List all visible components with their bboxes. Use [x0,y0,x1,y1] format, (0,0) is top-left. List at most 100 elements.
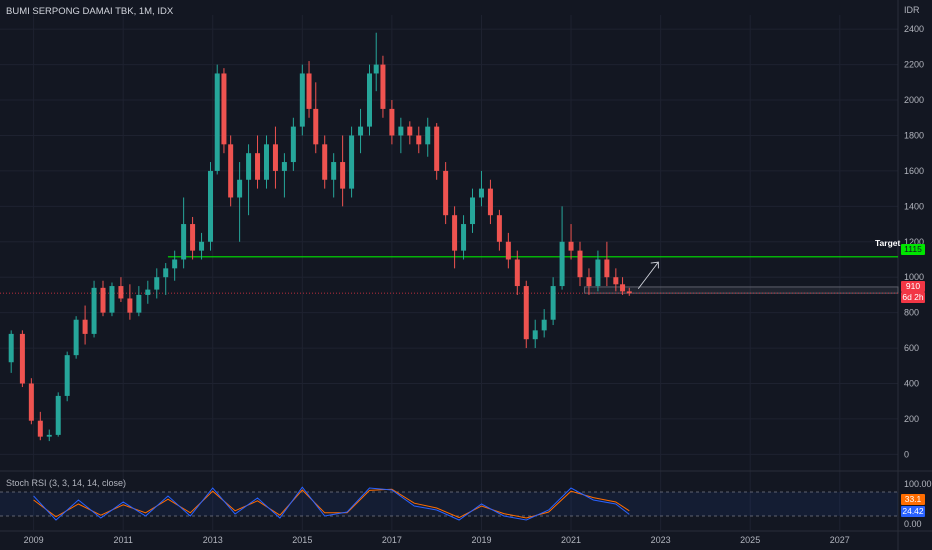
candle [237,162,243,242]
candle [8,330,14,373]
candle-body [91,287,97,334]
candle-body [425,126,431,145]
candle-body [416,135,422,145]
candle [626,287,632,296]
candle-body [586,277,592,287]
candle [100,280,106,317]
candle-body [306,73,312,109]
currency-label: IDR [904,5,920,15]
candle [272,126,278,189]
candle [221,68,227,154]
candle [255,135,261,189]
candle [496,209,502,251]
candle [389,100,395,145]
stoch-rsi-pane: 0.00 100.00 [0,479,932,529]
candle [91,280,97,338]
y-tick-label: 0 [904,449,909,459]
y-tick-label: 1200 [904,237,924,247]
candle [181,197,187,269]
y-tick-label: 200 [904,414,919,424]
candle [434,123,440,180]
candle-body [28,383,34,421]
candle-body [496,215,502,242]
x-tick-label: 2011 [113,535,132,545]
candle [487,179,493,225]
candle-body [340,162,346,189]
y-tick-label: 1400 [904,201,924,211]
candle [19,330,25,388]
candle-body [313,108,319,145]
candle [358,108,364,154]
candle-body [172,259,178,269]
candle [461,215,467,260]
candle-body [541,319,547,331]
stoch-d-badge: 33.1 [901,494,925,505]
candle-body [255,153,261,180]
candle-body [237,179,243,198]
candle [199,232,205,260]
candle [190,216,196,260]
candle-body [190,224,196,251]
candle-body [208,170,214,242]
candles [8,32,632,442]
candle-body [443,170,449,216]
candle [37,411,43,441]
candle-body [389,108,395,136]
candle-body [358,126,364,136]
candle [470,188,476,233]
candle-body [604,259,610,278]
candle-body [281,162,287,171]
candle [64,351,70,402]
candle-body [595,259,601,287]
candle-body [55,395,61,435]
candle [145,280,151,304]
candle [478,170,484,207]
candle-body [514,259,520,287]
candle-body [434,126,440,171]
candle [46,429,52,442]
y-tick-label: 600 [904,343,919,353]
candle-body [8,333,14,363]
candle-body [299,73,305,127]
candle-body [100,287,106,313]
candle [559,206,565,290]
candle-body [19,333,25,384]
candle-body [322,144,328,180]
candle-body [331,162,337,180]
candle-body [154,277,160,290]
candle [340,135,346,207]
candle-body [620,284,626,292]
candle-body [613,277,619,285]
candle [154,268,160,299]
arrow-shaft [637,261,659,289]
projection-arrow [637,261,659,289]
candle [118,277,124,303]
candle-body [263,144,269,180]
candle [331,153,337,198]
candle-body [373,64,379,74]
candle-body [487,188,493,216]
candle [541,309,547,338]
y-tick-label: 400 [904,379,919,389]
x-tick-label: 2019 [471,535,491,545]
candle [55,392,61,437]
candle [550,277,556,326]
candle [28,378,34,425]
stoch-tick-label: 100.00 [904,479,932,489]
candle-body [407,126,413,136]
candle [604,241,610,287]
x-tick-label: 2015 [292,535,312,545]
candle-body [37,420,43,437]
candle-body [163,268,169,278]
candle [313,82,319,154]
candle [290,117,296,171]
candle [263,135,269,189]
candle [109,282,115,317]
candle-body [127,298,133,313]
candle [532,319,538,349]
candle-body [478,188,484,198]
candle-body [145,289,151,295]
candle [349,126,355,198]
candle-body [246,153,252,180]
